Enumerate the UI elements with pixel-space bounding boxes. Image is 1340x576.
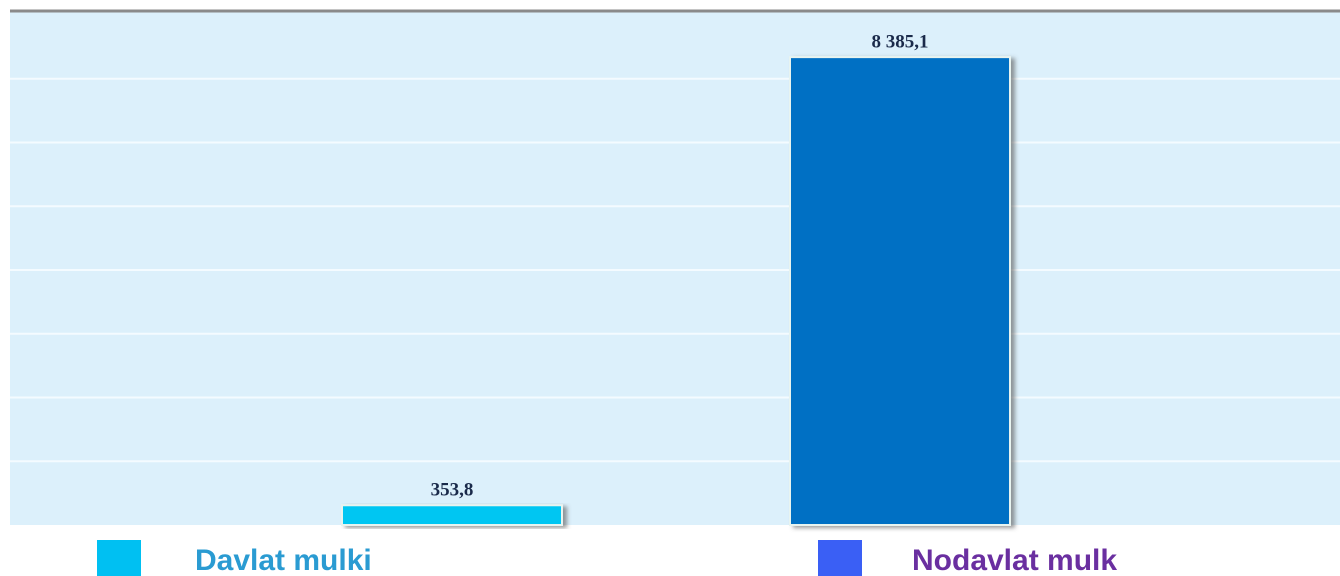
plot-area	[10, 12, 1340, 525]
value-label: 8 385,1	[872, 31, 929, 52]
bar	[341, 504, 563, 526]
legend-marker	[97, 540, 141, 576]
bar	[789, 56, 1011, 526]
legend-label: Davlat mulki	[195, 544, 372, 576]
legend-marker	[818, 540, 862, 576]
value-label: 353,8	[431, 480, 474, 501]
legend-label: Nodavlat mulk	[912, 544, 1117, 576]
